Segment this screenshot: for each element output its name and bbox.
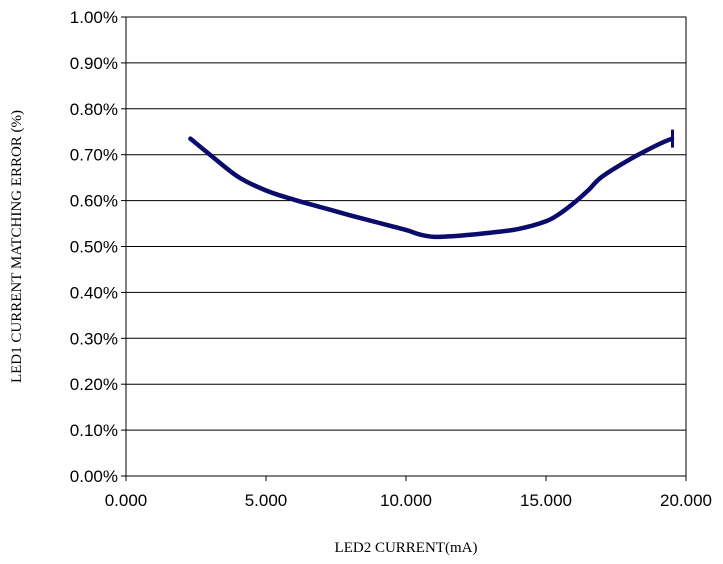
y-tick-label: 0.80% xyxy=(70,100,118,119)
x-tick-label: 20.000 xyxy=(660,491,712,510)
y-tick-label: 0.90% xyxy=(70,54,118,73)
x-axis-label: LED2 CURRENT(mA) xyxy=(335,540,478,556)
y-tick-label: 0.20% xyxy=(70,375,118,394)
x-tick-label: 15.000 xyxy=(520,491,572,510)
y-axis-label: LED1 CURRENT MATCHING ERROR (%) xyxy=(9,110,25,383)
y-tick-label: 0.70% xyxy=(70,146,118,165)
x-tick-label: 0.000 xyxy=(105,491,148,510)
x-axis-ticks: 0.000 5.000 10.000 15.000 20.000 xyxy=(105,476,712,510)
x-tick-label: 10.000 xyxy=(380,491,432,510)
series-line xyxy=(188,136,675,240)
y-tick-label: 0.10% xyxy=(70,421,118,440)
y-tick-label: 0.00% xyxy=(70,467,118,486)
y-tick-label: 0.40% xyxy=(70,283,118,302)
grid-lines xyxy=(126,62,686,431)
y-tick-label: 0.60% xyxy=(70,192,118,211)
series-layer xyxy=(188,129,675,240)
y-tick-label: 1.00% xyxy=(70,8,118,27)
y-axis-ticks: 0.00% 0.10% 0.20% 0.30% 0.40% 0.50% 0.60% 0.70%… xyxy=(70,8,126,486)
y-tick-label: 0.50% xyxy=(70,238,118,257)
x-tick-label: 5.000 xyxy=(245,491,288,510)
y-tick-label: 0.30% xyxy=(70,329,118,348)
